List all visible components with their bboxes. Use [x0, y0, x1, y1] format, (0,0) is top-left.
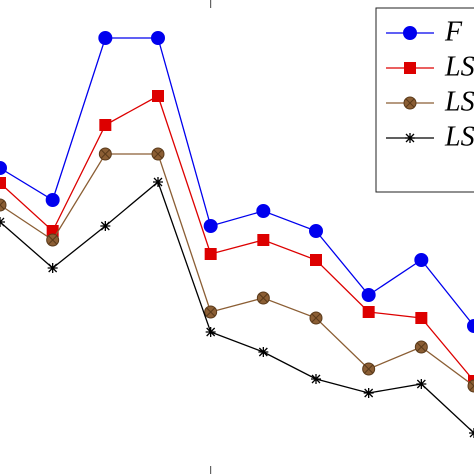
marker-shape — [404, 62, 416, 74]
marker-shape — [0, 217, 5, 227]
marker-shape — [416, 379, 427, 389]
marker-shape — [311, 374, 321, 384]
marker — [46, 233, 60, 247]
marker — [363, 388, 374, 398]
marker-shape — [467, 319, 474, 333]
marker-shape — [45, 193, 60, 207]
marker — [0, 161, 7, 175]
marker — [0, 198, 7, 212]
marker-shape — [311, 313, 321, 323]
legend-label: LS — [444, 51, 474, 82]
series-line — [0, 153, 474, 387]
marker — [98, 31, 113, 45]
marker — [258, 347, 269, 357]
marker — [99, 119, 112, 131]
series-line — [0, 95, 474, 382]
series-line — [0, 180, 474, 434]
marker-shape — [258, 293, 268, 303]
marker — [98, 147, 112, 161]
marker-shape — [257, 234, 270, 246]
marker-shape — [151, 31, 165, 45]
marker-shape — [153, 149, 163, 159]
marker — [416, 379, 427, 389]
legend-label: LS — [444, 121, 474, 152]
marker-shape — [0, 161, 7, 175]
marker-shape — [258, 347, 269, 357]
marker-shape — [0, 177, 6, 189]
marker-shape — [204, 248, 217, 260]
marker — [362, 362, 376, 376]
marker-shape — [153, 177, 163, 187]
marker-shape — [0, 198, 7, 212]
marker — [256, 291, 270, 305]
marker — [403, 26, 417, 40]
marker — [152, 90, 164, 102]
marker-shape — [99, 119, 112, 131]
marker-shape — [48, 235, 58, 245]
marker — [414, 340, 428, 354]
marker-shape — [203, 219, 218, 233]
marker-shape — [98, 31, 113, 45]
marker-shape — [309, 224, 323, 238]
legend: F LS LS LS — [375, 7, 474, 193]
marker-shape — [205, 327, 216, 337]
marker-shape — [362, 306, 375, 318]
marker — [361, 288, 376, 302]
marker-shape — [469, 428, 474, 438]
marker — [45, 193, 60, 207]
marker — [151, 147, 165, 161]
marker-shape — [152, 90, 164, 102]
marker-shape — [364, 364, 374, 374]
marker-shape — [405, 133, 415, 143]
marker — [404, 62, 416, 74]
marker — [414, 253, 429, 267]
marker — [309, 311, 323, 325]
marker — [415, 312, 428, 324]
marker-shape — [310, 254, 322, 266]
marker — [203, 219, 218, 233]
marker-shape — [414, 253, 429, 267]
marker — [205, 327, 216, 337]
legend-label: F — [444, 16, 463, 47]
marker — [311, 374, 321, 384]
marker-shape — [363, 388, 374, 398]
marker — [309, 224, 323, 238]
marker-shape — [0, 200, 5, 210]
marker — [151, 31, 165, 45]
marker — [467, 319, 474, 333]
marker — [0, 177, 6, 189]
marker — [153, 177, 163, 187]
marker — [47, 263, 58, 273]
marker-shape — [256, 204, 271, 218]
marker-shape — [47, 263, 58, 273]
marker-shape — [403, 26, 417, 40]
marker — [310, 254, 322, 266]
marker-shape — [415, 312, 428, 324]
marker-shape — [405, 98, 415, 108]
marker — [403, 96, 417, 110]
legend-box — [375, 7, 474, 193]
marker — [256, 204, 271, 218]
marker-shape — [206, 307, 216, 317]
marker — [257, 234, 270, 246]
marker-shape — [467, 379, 474, 393]
series-line — [0, 37, 474, 327]
marker — [405, 133, 415, 143]
marker-shape — [469, 381, 474, 391]
marker — [100, 221, 111, 231]
marker — [204, 248, 217, 260]
marker — [204, 305, 218, 319]
marker — [467, 379, 474, 393]
marker-shape — [361, 288, 376, 302]
marker — [0, 217, 5, 227]
marker-shape — [100, 221, 111, 231]
marker-shape — [416, 342, 426, 352]
marker-shape — [100, 149, 110, 159]
marker — [362, 306, 375, 318]
marker — [469, 428, 474, 438]
legend-label: LS — [444, 86, 474, 117]
